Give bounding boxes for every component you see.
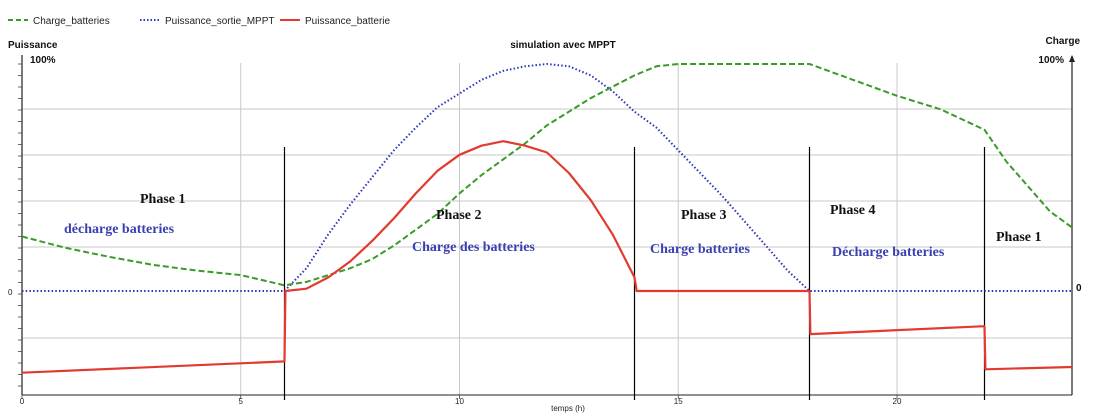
x-tick-label: 15 bbox=[674, 397, 683, 406]
grid bbox=[22, 63, 1072, 395]
phase-1-subtitle: décharge batteries bbox=[64, 222, 175, 237]
x-axis-title: temps (h) bbox=[551, 404, 585, 413]
series-line-puissance_sortie_mppt bbox=[22, 63, 1072, 292]
phase-2-subtitle: Charge des batteries bbox=[412, 240, 535, 255]
x-tick-label: 20 bbox=[893, 397, 902, 406]
series-line-charge_batteries bbox=[21, 63, 1073, 287]
right-axis-title: Charge bbox=[1046, 36, 1081, 47]
series-line-puissance_batterie bbox=[21, 140, 1073, 374]
chart-title: simulation avec MPPT bbox=[510, 40, 616, 51]
x-tick-label: 10 bbox=[455, 397, 464, 406]
right-axis-arrow bbox=[1069, 55, 1075, 62]
x-tick-labels: 0 5 10 15 20 bbox=[20, 397, 902, 406]
phase-4-subtitle: Décharge batteries bbox=[832, 245, 945, 260]
phase-boundaries bbox=[283, 147, 986, 400]
legend-entry-mppt: Puissance_sortie_MPPT bbox=[165, 16, 275, 27]
left-zero-label: 0 bbox=[8, 288, 13, 297]
legend: Charge_batteries Puissance_sortie_MPPT P… bbox=[8, 16, 390, 27]
x-tick-label: 5 bbox=[239, 397, 244, 406]
right-top-label: 100% bbox=[1038, 55, 1064, 66]
left-axis-title: Puissance bbox=[8, 40, 58, 51]
phase-annotations: Phase 1 décharge batteries Phase 2 Charg… bbox=[64, 192, 1042, 260]
phase-1b-title: Phase 1 bbox=[996, 230, 1042, 245]
phase-2-title: Phase 2 bbox=[436, 208, 482, 223]
left-top-label: 100% bbox=[30, 55, 56, 66]
phase-3-title: Phase 3 bbox=[681, 208, 727, 223]
series bbox=[21, 63, 1073, 374]
x-tick-label: 0 bbox=[20, 397, 25, 406]
right-zero-label: 0 bbox=[1076, 283, 1082, 294]
legend-entry-charge: Charge_batteries bbox=[33, 16, 110, 27]
axes bbox=[18, 55, 1075, 399]
phase-4-title: Phase 4 bbox=[830, 203, 876, 218]
legend-entry-batterie: Puissance_batterie bbox=[305, 16, 390, 27]
phase-1-title: Phase 1 bbox=[140, 192, 186, 207]
phase-3-subtitle: Charge batteries bbox=[650, 242, 750, 257]
